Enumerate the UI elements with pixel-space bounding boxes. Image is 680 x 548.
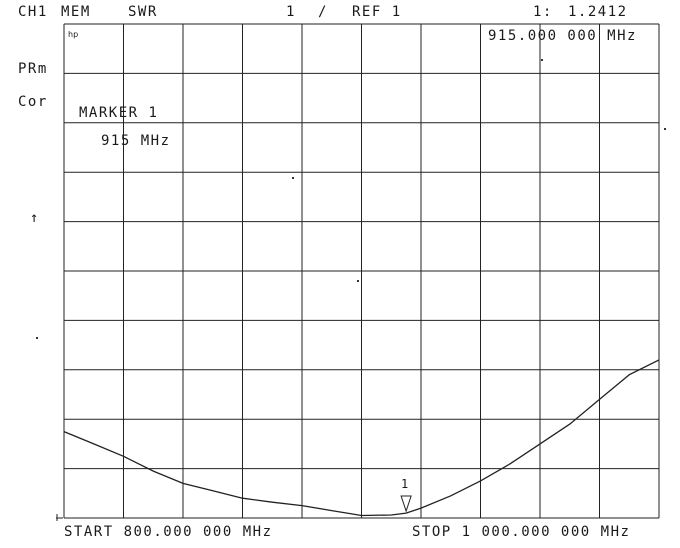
chart-grid [63,23,660,519]
power-range-label: PRm [18,61,48,77]
start-frequency: START 800.000 000 MHz [64,524,273,540]
scan-speck [292,177,294,179]
marker-1-symbol [400,495,412,513]
channel-label: CH1 [18,4,48,20]
scan-speck [541,59,543,61]
marker-triangle [400,495,412,513]
scale-separator: / [318,4,328,20]
scale-label: 1 [286,4,296,20]
scan-speck [357,280,359,282]
correction-label: Cor [18,94,48,110]
scan-speck [664,128,666,130]
marker-box-title: MARKER 1 [79,105,159,121]
marker-box-frequency: 915 MHz [101,133,171,149]
scan-speck [36,337,38,339]
swr-trace [63,359,660,517]
stop-frequency: STOP 1 000.000 000 MHz [412,524,631,540]
marker-number-label: 1 [401,477,410,491]
memory-label: MEM [61,4,91,20]
marker-frequency-readout: 915.000 000 MHz [488,28,637,44]
bottom-left-tick [56,514,63,521]
marker-readout-value: 1.2412 [568,4,628,20]
format-label: SWR [128,4,158,20]
marker-readout-id: 1: [533,4,553,20]
reference-label: REF 1 [352,4,402,20]
hp-logo: hp [68,30,79,39]
reference-arrow-icon: ↑ [30,210,40,226]
